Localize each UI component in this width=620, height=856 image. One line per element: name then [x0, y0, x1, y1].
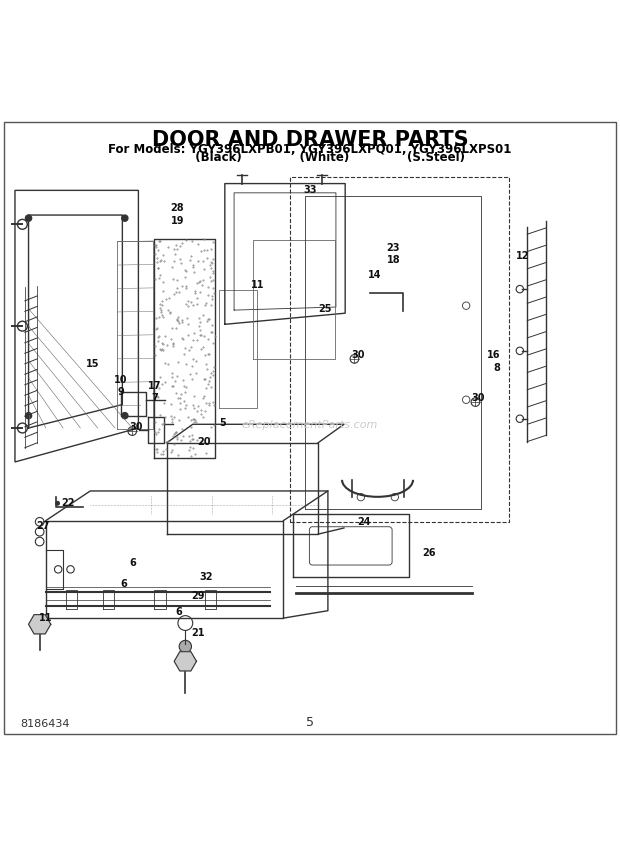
Text: 6: 6 [130, 557, 136, 568]
Text: 19: 19 [170, 216, 184, 226]
Circle shape [25, 413, 32, 419]
Text: 32: 32 [200, 573, 213, 582]
Text: 18: 18 [386, 255, 400, 265]
Text: 5: 5 [306, 716, 314, 729]
Text: 12: 12 [516, 252, 529, 261]
Text: 33: 33 [303, 186, 317, 195]
Text: eReplacementParts.com: eReplacementParts.com [242, 420, 378, 430]
Text: 5: 5 [219, 418, 226, 428]
Text: (Black)              (White)              (S.Steel): (Black) (White) (S.Steel) [154, 152, 466, 164]
Text: 6: 6 [120, 579, 127, 589]
Text: 8186434: 8186434 [20, 719, 69, 729]
Text: 17: 17 [148, 381, 161, 391]
Text: 21: 21 [191, 628, 205, 638]
Text: 26: 26 [422, 548, 435, 557]
Circle shape [25, 215, 32, 221]
Text: 7: 7 [151, 394, 158, 403]
Text: 27: 27 [37, 520, 50, 531]
Text: For Models: YGY396LXPB01, YGY396LXPQ01, YGY396LXPS01: For Models: YGY396LXPB01, YGY396LXPQ01, … [108, 143, 511, 156]
Circle shape [122, 215, 128, 221]
Text: 8: 8 [493, 362, 500, 372]
Circle shape [122, 413, 128, 419]
Text: 11: 11 [39, 613, 53, 623]
Text: 30: 30 [352, 350, 365, 360]
Text: 22: 22 [61, 498, 75, 508]
Text: 25: 25 [319, 305, 332, 314]
Text: 28: 28 [170, 203, 184, 213]
Text: DOOR AND DRAWER PARTS: DOOR AND DRAWER PARTS [152, 130, 468, 151]
Text: 30: 30 [471, 394, 485, 403]
Text: 6: 6 [176, 607, 182, 617]
Text: 23: 23 [387, 243, 400, 253]
Polygon shape [29, 615, 51, 634]
Text: 14: 14 [368, 270, 381, 280]
Text: 10: 10 [113, 375, 127, 385]
Text: 15: 15 [86, 360, 99, 370]
Text: 9: 9 [117, 387, 124, 397]
Polygon shape [174, 651, 197, 671]
Circle shape [55, 501, 60, 506]
Text: 11: 11 [250, 280, 264, 290]
Text: 20: 20 [197, 437, 211, 447]
Text: 24: 24 [358, 517, 371, 526]
Circle shape [179, 640, 192, 652]
Text: 29: 29 [191, 591, 205, 601]
Text: 16: 16 [487, 350, 501, 360]
Text: 30: 30 [129, 422, 143, 431]
